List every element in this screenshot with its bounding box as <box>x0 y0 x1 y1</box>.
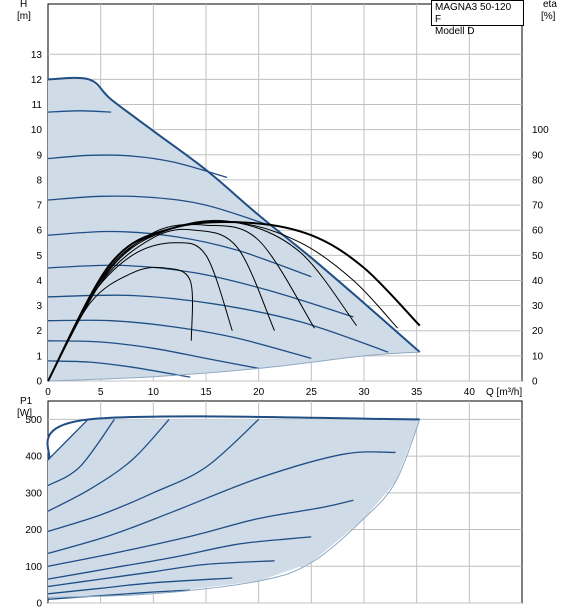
power-ytick-label: 300 <box>25 488 42 499</box>
eta-label-line2: [%] <box>541 11 556 22</box>
head-speed-curve-5 <box>47 264 354 318</box>
x-tick-label: 15 <box>200 387 212 398</box>
head-speed-curve-1 <box>47 110 112 113</box>
head-ytick-label: 9 <box>36 150 42 161</box>
head-ytick-label: 12 <box>31 75 43 86</box>
power-ytick-label: 400 <box>25 452 42 463</box>
head-speed-curve-2 <box>47 154 228 179</box>
eta-curve-7 <box>47 220 421 382</box>
legend-variant: Modell D <box>435 26 475 37</box>
legend-model: MAGNA3 50-120 F <box>435 2 512 25</box>
power-max-curve <box>46 415 420 461</box>
head-ytick-label: 13 <box>31 50 43 61</box>
head-speed-curve-3 <box>47 195 270 226</box>
eta-tick-label: 30 <box>532 301 544 312</box>
head-min-curve <box>47 351 420 382</box>
head-ytick-label: 10 <box>31 125 43 136</box>
head-ytick-label: 5 <box>36 251 42 262</box>
power-ylabel-line1: P1 <box>20 396 33 407</box>
power-ytick-label: 100 <box>25 562 42 573</box>
head-ytick-label: 6 <box>36 226 42 237</box>
power-speed-curve-3 <box>47 418 170 512</box>
power-speed-curve-2 <box>47 419 115 487</box>
eta-tick-label: 70 <box>532 201 544 212</box>
x-tick-label: 5 <box>98 387 104 398</box>
head-ytick-label: 8 <box>36 175 42 186</box>
eta-label-line1: eta <box>543 0 557 10</box>
head-speed-curve-7 <box>47 319 312 360</box>
eta-tick-label: 10 <box>532 351 544 362</box>
x-tick-label: 10 <box>148 387 160 398</box>
eta-tick-label: 50 <box>532 251 544 262</box>
head-ytick-label: 11 <box>32 100 43 111</box>
power-speed-curve-6 <box>47 499 354 567</box>
x-tick-label: 30 <box>358 387 370 398</box>
x-tick-label: 25 <box>306 387 318 398</box>
head-ylabel-line2: [m] <box>17 11 31 22</box>
head-speed-curve-6 <box>47 294 389 353</box>
head-speed-curve-9 <box>47 360 191 378</box>
eta-curve-5 <box>47 219 357 382</box>
head-speed-curve-8 <box>47 340 259 370</box>
power-ytick-label: 500 <box>25 415 42 426</box>
eta-tick-label: 60 <box>532 226 544 237</box>
power-speed-curve-1 <box>47 418 89 461</box>
power-min-curve <box>47 419 421 598</box>
eta-tick-label: 80 <box>532 175 544 186</box>
power-speed-curve-8 <box>47 560 275 588</box>
head-ytick-label: 7 <box>36 201 42 212</box>
x-tick-label: 35 <box>411 387 423 398</box>
eta-tick-label: 20 <box>532 326 544 337</box>
head-ylabel-line1: H <box>20 0 27 10</box>
power-speed-curve-10 <box>47 589 191 600</box>
power-speed-curve-4 <box>47 418 260 533</box>
power-ytick-label: 0 <box>36 599 42 610</box>
power-speed-curve-5 <box>47 451 396 555</box>
head-max-curve <box>47 76 421 353</box>
eta-tick-label: 40 <box>532 276 544 287</box>
power-speed-curve-9 <box>47 577 233 595</box>
head-envelope-fill <box>48 79 420 382</box>
power-speed-curve-7 <box>47 536 312 580</box>
x-tick-label: 20 <box>253 387 265 398</box>
head-ytick-label: 1 <box>36 351 42 362</box>
head-ytick-label: 2 <box>36 326 42 337</box>
head-ytick-label: 3 <box>36 301 42 312</box>
eta-tick-label: 0 <box>532 377 538 388</box>
head-speed-curve-4 <box>47 230 312 278</box>
eta-tick-label: 90 <box>532 150 544 161</box>
power-envelope-fill <box>48 419 420 598</box>
legend-box: MAGNA3 50-120 F Modell D <box>431 0 524 37</box>
x-tick-label-zero: 0 <box>45 387 51 398</box>
head-ytick-label: 4 <box>36 276 42 287</box>
power-ylabel-line2: [W] <box>17 408 32 419</box>
x-tick-label: 40 <box>464 387 476 398</box>
eta-tick-label: 100 <box>532 125 549 136</box>
head-ytick-label: 0 <box>36 377 42 388</box>
power-ytick-label: 200 <box>25 525 42 536</box>
x-axis-label: Q [m³/h] <box>486 387 522 398</box>
